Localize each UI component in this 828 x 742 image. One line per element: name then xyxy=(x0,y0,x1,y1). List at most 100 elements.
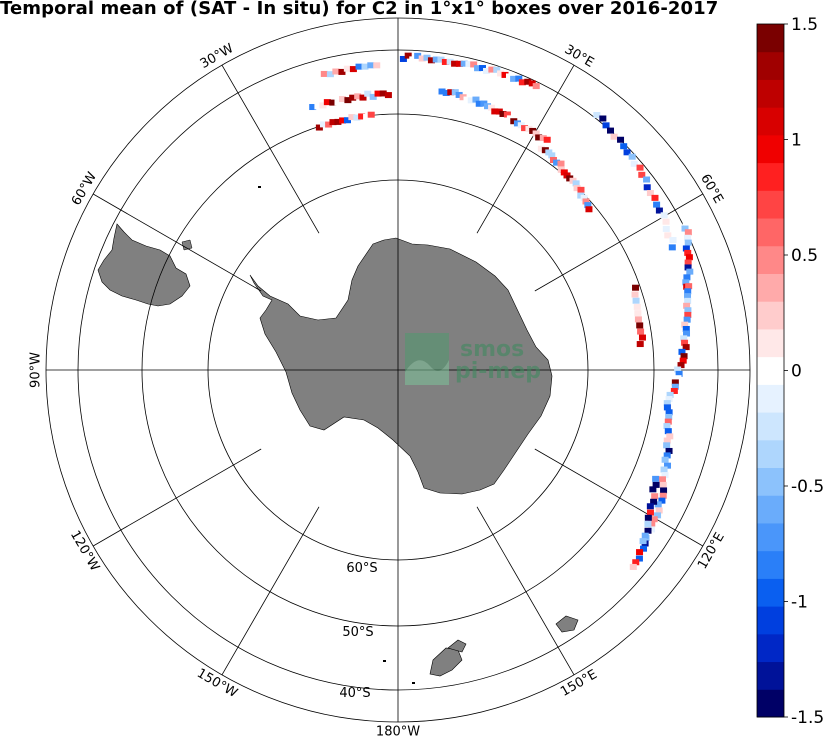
meridian-label: 180°W xyxy=(376,725,420,740)
data-box xyxy=(379,90,387,97)
data-box xyxy=(326,71,334,78)
data-box xyxy=(664,428,672,435)
data-box xyxy=(474,65,482,72)
data-box xyxy=(355,63,363,70)
data-box xyxy=(348,114,356,121)
data-box xyxy=(610,133,618,140)
data-box xyxy=(646,190,654,197)
data-box xyxy=(636,341,644,348)
small-island xyxy=(258,186,261,188)
data-box xyxy=(658,476,666,483)
data-box xyxy=(659,481,667,488)
data-box xyxy=(374,90,382,97)
data-box xyxy=(684,293,692,300)
data-box xyxy=(409,56,417,63)
meridian-120 xyxy=(534,448,704,547)
data-box xyxy=(684,288,692,295)
data-box xyxy=(353,114,361,121)
colorbar-swatch xyxy=(757,384,784,413)
data-box xyxy=(684,239,692,246)
data-box xyxy=(463,96,471,103)
data-box xyxy=(666,391,674,398)
south-america-tip xyxy=(97,223,191,307)
data-box xyxy=(634,310,642,317)
data-box xyxy=(493,66,501,73)
data-box xyxy=(344,97,352,104)
data-box xyxy=(451,89,459,96)
map-title: Temporal mean of (SAT - In situ) for C2 … xyxy=(0,0,719,19)
data-box xyxy=(470,61,478,68)
meridian-label: 30°E xyxy=(562,42,597,71)
data-box xyxy=(510,75,518,82)
colorbar-swatch xyxy=(757,495,784,524)
colorbar-swatch xyxy=(757,467,784,496)
data-box xyxy=(685,283,693,290)
data-box xyxy=(632,559,640,566)
meridian--60 xyxy=(92,193,262,292)
data-box xyxy=(359,94,367,101)
data-box xyxy=(683,316,691,323)
data-box xyxy=(315,124,323,131)
data-box xyxy=(369,93,377,100)
parallel-label: 60°S xyxy=(346,561,377,576)
data-box xyxy=(432,56,440,63)
data-box xyxy=(475,100,483,107)
data-box xyxy=(488,66,496,73)
data-box xyxy=(654,501,662,508)
meridian-150 xyxy=(476,506,575,676)
data-box xyxy=(651,194,659,201)
data-box xyxy=(572,180,580,187)
colorbar-tick-label: 1 xyxy=(791,131,802,151)
data-box xyxy=(338,96,346,103)
data-box xyxy=(602,122,610,129)
data-box xyxy=(447,89,455,96)
data-box xyxy=(669,236,677,243)
data-box xyxy=(684,264,692,271)
data-box xyxy=(670,387,678,394)
data-box xyxy=(684,234,692,241)
data-box xyxy=(674,375,682,382)
data-box xyxy=(325,121,333,128)
data-box xyxy=(646,509,654,516)
data-box xyxy=(644,514,652,521)
colorbar-tick-label: -1.5 xyxy=(791,708,824,728)
data-box xyxy=(632,297,640,304)
data-box xyxy=(483,67,491,74)
data-box xyxy=(665,447,673,454)
data-box xyxy=(683,330,691,337)
data-box xyxy=(652,481,660,488)
data-box xyxy=(658,497,666,504)
parallel-label: 50°S xyxy=(342,625,373,640)
data-box xyxy=(651,493,659,500)
data-box xyxy=(660,212,668,219)
meridian--120 xyxy=(92,448,262,547)
data-box xyxy=(640,545,648,552)
data-box xyxy=(686,268,694,275)
data-box xyxy=(671,383,679,390)
data-box xyxy=(641,532,649,539)
data-box xyxy=(455,60,463,67)
colorbar-swatch xyxy=(757,107,784,136)
data-box xyxy=(503,111,511,118)
data-box xyxy=(480,100,488,107)
colorbar-swatch xyxy=(757,134,784,164)
colorbar-swatch xyxy=(757,578,784,607)
data-box xyxy=(543,136,551,143)
data-box xyxy=(513,120,521,127)
meridian-label: 30°W xyxy=(198,41,237,72)
colorbar-swatch xyxy=(757,79,784,108)
colorbar-tick-label: 0.5 xyxy=(791,246,818,266)
data-box xyxy=(484,103,492,110)
colorbar-swatch xyxy=(757,412,784,441)
colorbar-swatch xyxy=(757,689,784,718)
data-box xyxy=(665,409,673,416)
data-box xyxy=(677,362,685,369)
data-box xyxy=(373,62,381,69)
data-box xyxy=(501,71,509,78)
data-box xyxy=(343,65,351,72)
data-box xyxy=(460,60,468,67)
data-box xyxy=(655,507,663,514)
data-box xyxy=(662,225,670,232)
new-zealand-north xyxy=(447,639,467,653)
data-box xyxy=(525,125,533,132)
